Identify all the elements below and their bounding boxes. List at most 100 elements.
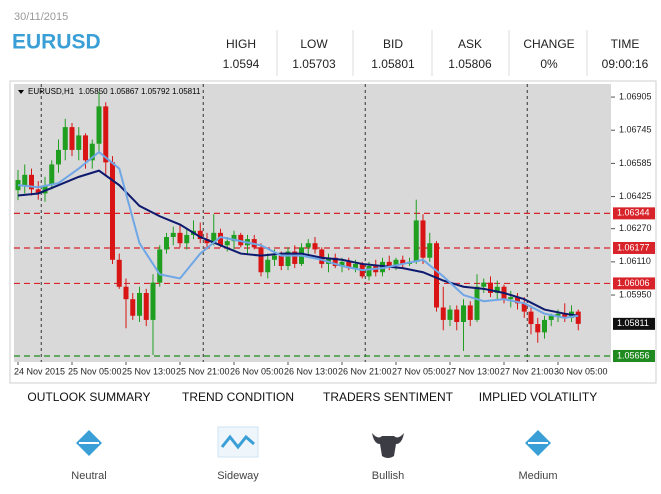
candle-body — [137, 292, 142, 316]
y-tick-label: 1.06745 — [619, 125, 652, 135]
panel-title: TREND CONDITION — [182, 390, 294, 404]
stat-value: 0% — [540, 57, 558, 71]
stat-value: 09:00:16 — [602, 57, 649, 71]
x-tick-label: 26 Nov 05:00 — [230, 366, 284, 376]
x-tick-label: 27 Nov 05:00 — [392, 366, 446, 376]
candle-body — [62, 127, 68, 150]
candle-body — [123, 286, 129, 300]
candle-body — [474, 286, 480, 320]
candle-body — [346, 261, 352, 269]
candle-body — [292, 251, 298, 264]
candle-body — [218, 232, 223, 246]
y-tick-label: 1.06270 — [619, 223, 652, 233]
candle-body — [170, 232, 176, 237]
candle-body — [427, 243, 433, 258]
stat-label: ASK — [458, 37, 482, 51]
candle-body — [555, 313, 561, 316]
panel-title: IMPLIED VOLATILITY — [479, 390, 597, 404]
candle-body — [575, 311, 581, 324]
level-label: 1.05656 — [617, 350, 650, 360]
candle-body — [393, 259, 399, 267]
stat-label: HIGH — [226, 37, 256, 51]
stat-value: 1.0594 — [223, 57, 260, 71]
candle-body — [454, 309, 460, 322]
stat-value: 1.05801 — [371, 57, 415, 71]
candle-body — [353, 263, 358, 269]
icon-medium — [525, 430, 551, 456]
moving-average — [17, 169, 579, 317]
candle-body — [461, 305, 466, 322]
y-tick-label: 1.06110 — [619, 256, 651, 266]
stat-value: 1.05806 — [448, 57, 492, 71]
candle-body — [305, 243, 311, 248]
x-tick-label: 24 Nov 2015 — [14, 366, 65, 376]
candle-body — [494, 286, 500, 293]
candle-body — [22, 174, 28, 186]
candle-body — [481, 282, 487, 287]
icon-neutral — [76, 430, 102, 456]
candle-body — [400, 259, 406, 264]
last-price: 1.05811 — [617, 318, 649, 328]
candle-body — [434, 243, 439, 308]
candle-body — [49, 164, 55, 186]
last-price-tag — [613, 317, 655, 330]
x-tick-label: 30 Nov 05:00 — [554, 366, 608, 376]
candle-body — [528, 311, 534, 325]
stat-label: CHANGE — [523, 37, 574, 51]
candle-body — [211, 232, 217, 244]
candle-body — [548, 315, 554, 320]
icon-bullish — [372, 433, 404, 458]
candle-body — [265, 259, 271, 273]
stat-label: BID — [383, 37, 403, 51]
candle-body — [35, 189, 41, 194]
menu-arrow — [18, 90, 24, 94]
level-tag — [613, 207, 655, 220]
info: EURUSD,H1 1.05850 1.05867 1.05792 1.0581… — [28, 87, 201, 96]
x-tick-label: 26 Nov 21:00 — [338, 366, 392, 376]
panel-title: TRADERS SENTIMENT — [323, 390, 454, 404]
candle-body — [515, 297, 520, 304]
level-tag — [613, 277, 655, 290]
candle-body — [420, 220, 426, 258]
candle-body — [204, 239, 210, 244]
candle-body — [238, 234, 244, 246]
stat-label: TIME — [611, 37, 640, 51]
stat-value: 1.05703 — [292, 57, 336, 71]
candle-body — [69, 127, 75, 150]
level-label: 1.06344 — [617, 208, 650, 218]
candle-body — [197, 230, 203, 240]
candle-body — [332, 257, 338, 267]
candle-body — [83, 135, 88, 161]
y-tick-label: 1.05950 — [619, 289, 652, 299]
candle-body — [15, 179, 21, 191]
candle-body — [312, 243, 318, 250]
candle-body — [562, 313, 568, 318]
candle-body — [89, 143, 95, 161]
candle-body — [143, 292, 149, 320]
panel-label: Medium — [518, 470, 557, 482]
symbol: EURUSD — [12, 31, 101, 54]
x-tick-label: 26 Nov 13:00 — [284, 366, 338, 376]
x-tick-label: 27 Nov 21:00 — [500, 366, 554, 376]
candle-body — [96, 106, 102, 144]
candle-body — [231, 234, 237, 242]
candle-body — [535, 324, 541, 333]
candle-body — [447, 309, 453, 320]
candle-body — [521, 303, 527, 312]
candle-body — [508, 297, 514, 300]
candle-body — [258, 247, 264, 273]
candle-body — [110, 162, 115, 260]
candle-body — [76, 135, 82, 150]
candle-body — [42, 185, 48, 194]
x-tick-label: 25 Nov 05:00 — [68, 366, 122, 376]
stat-label: LOW — [300, 37, 328, 51]
panel-title: OUTLOOK SUMMARY — [27, 390, 150, 404]
candle-body — [164, 236, 169, 250]
y-tick-label: 1.06585 — [619, 158, 652, 168]
candle-body — [278, 255, 284, 267]
candle-body — [130, 299, 136, 316]
level-label: 1.06006 — [617, 278, 650, 288]
candle-body — [319, 249, 325, 264]
level-label: 1.06177 — [617, 242, 650, 252]
candle-body — [440, 307, 446, 320]
